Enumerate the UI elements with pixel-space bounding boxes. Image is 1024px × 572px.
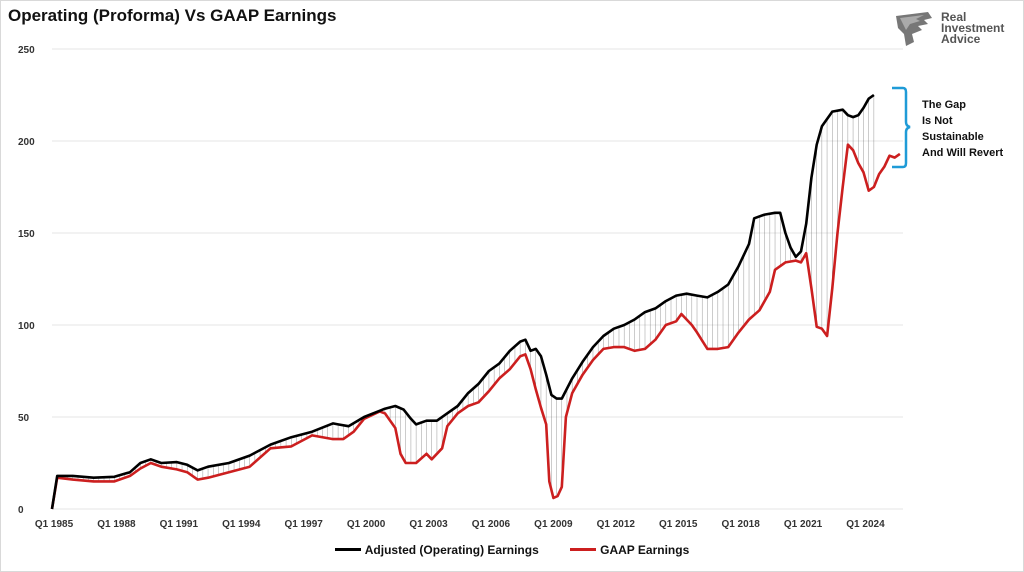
- annotation-line: Is Not: [922, 115, 953, 127]
- legend-label: GAAP Earnings: [600, 542, 690, 557]
- x-tick-label: Q1 1997: [284, 519, 323, 530]
- x-tick-label: Q1 2009: [534, 519, 573, 530]
- eagle-icon: [896, 12, 932, 46]
- gap-bracket: [892, 86, 911, 169]
- y-tick-label: 250: [18, 45, 35, 56]
- y-tick-label: 50: [18, 413, 30, 424]
- x-tick-label: Q1 2015: [659, 519, 698, 530]
- x-tick-label: Q1 1991: [160, 519, 199, 530]
- adjusted-earnings-line: [50, 93, 875, 510]
- annotation-line: The Gap: [922, 99, 966, 111]
- gap-annotation: The Gap Is Not Sustainable And Will Reve…: [892, 86, 1004, 169]
- y-tick-label: 150: [18, 229, 35, 240]
- legend-item-adjusted: Adjusted (Operating) Earnings: [334, 542, 539, 557]
- x-tick-label: Q1 2024: [846, 519, 885, 530]
- x-tick-label: Q1 1988: [97, 519, 136, 530]
- brand-logo: Real Investment Advice: [894, 8, 1016, 50]
- legend-item-gaap: GAAP Earnings: [570, 543, 689, 557]
- legend-swatch: [570, 548, 597, 551]
- brand-name: Real Investment Advice: [941, 10, 1005, 46]
- x-tick-label: Q1 2018: [721, 519, 760, 530]
- brand-name-line: Advice: [941, 32, 981, 46]
- x-tick-label: Q1 1994: [222, 519, 261, 530]
- x-tick-label: Q1 2021: [784, 519, 823, 530]
- axis-labels: 0 50 100 150 200 250 Q1 1985 Q1 1988 Q1 1991 Q1 1…: [18, 45, 885, 530]
- gaap-earnings-line: [50, 143, 901, 510]
- x-tick-label: Q1 2006: [472, 519, 511, 530]
- chart-legend: Adjusted (Operating) Earnings GAAP Earni…: [0, 540, 1024, 557]
- annotation-line: And Will Revert: [922, 147, 1004, 159]
- gap-hatching: [56, 95, 875, 497]
- y-tick-label: 100: [18, 321, 35, 332]
- x-tick-label: Q1 2000: [347, 519, 386, 530]
- annotation-line: Sustainable: [922, 131, 984, 143]
- x-tick-label: Q1 2003: [409, 519, 448, 530]
- y-tick-label: 0: [18, 505, 24, 516]
- brand-name-line: Real: [941, 10, 967, 24]
- brand-name-line: Investment: [941, 21, 1005, 35]
- y-tick-label: 200: [18, 137, 35, 148]
- gridlines: [52, 48, 903, 510]
- x-tick-label: Q1 2012: [597, 519, 636, 530]
- x-tick-label: Q1 1985: [35, 519, 74, 530]
- chart-title: Operating (Proforma) Vs GAAP Earnings: [8, 6, 337, 25]
- legend-label: Adjusted (Operating) Earnings: [364, 542, 539, 557]
- legend-swatch: [334, 548, 361, 551]
- series-lines: [50, 93, 901, 510]
